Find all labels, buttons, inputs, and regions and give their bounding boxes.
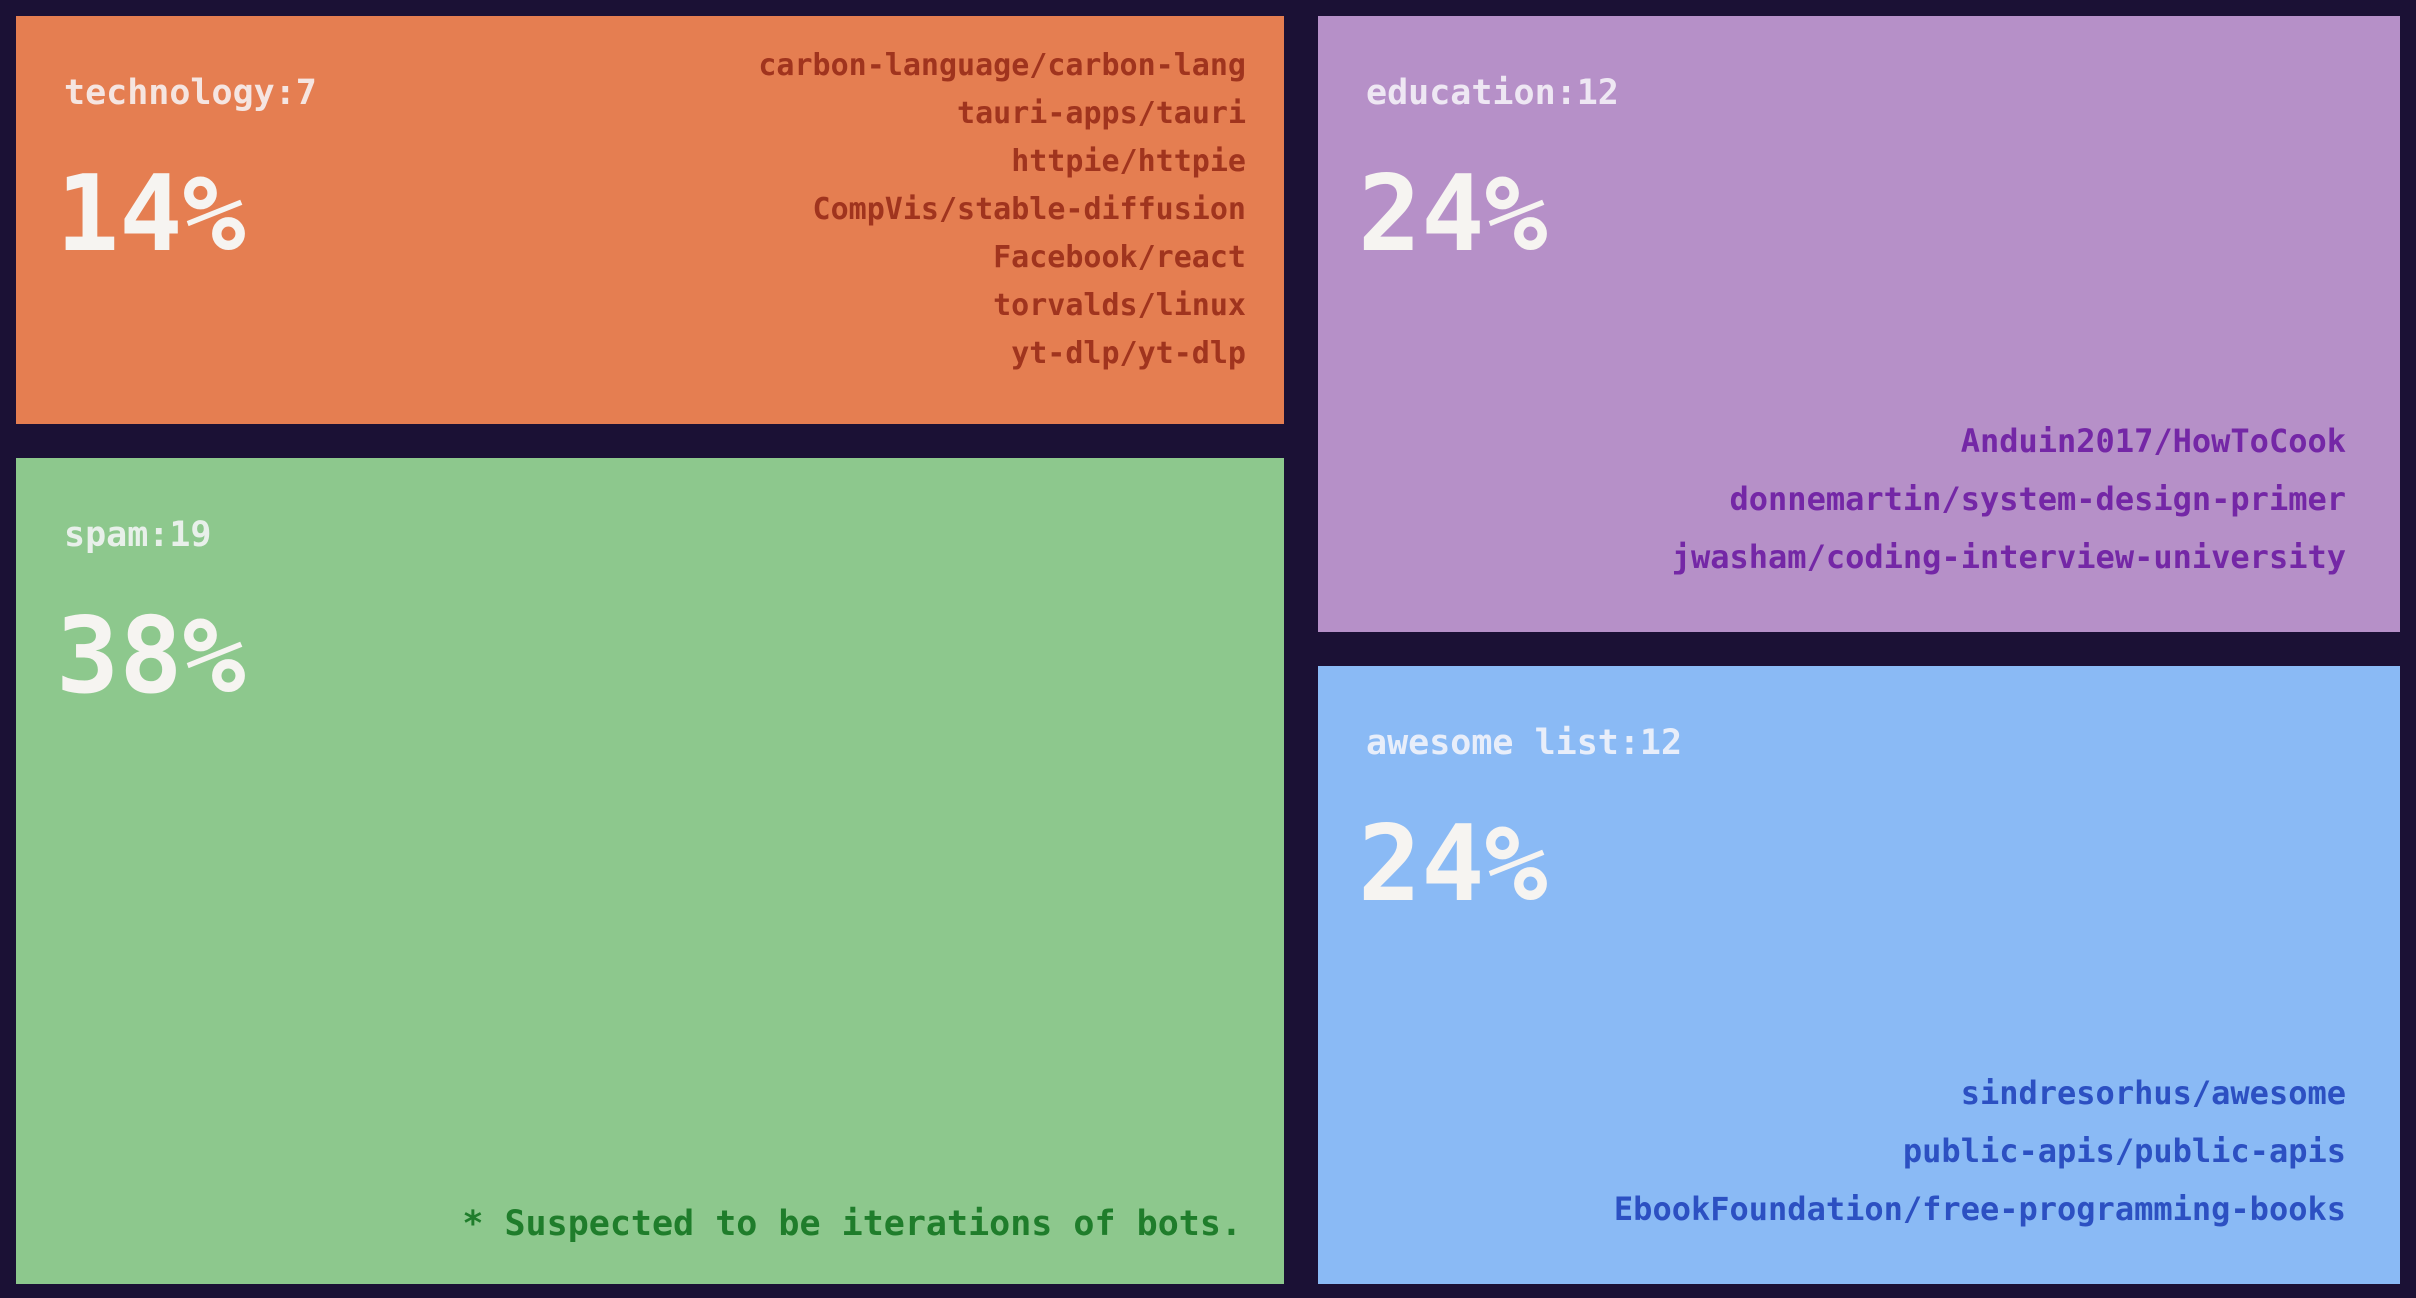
category-percent-awesome-list: 24%	[1358, 803, 1548, 925]
repo-list-awesome-list: sindresorhus/awesome public-apis/public-a…	[1614, 1064, 2346, 1238]
repo-name: EbookFoundation/free-programming-books	[1613, 1190, 2346, 1228]
treemap-tile-spam[interactable]: spam:19 38% * Suspected to be iterations…	[16, 458, 1284, 1284]
repo-name: Facebook/react	[993, 240, 1246, 275]
treemap-tile-education[interactable]: education:12 24% Anduin2017/HowToCook don…	[1318, 16, 2400, 632]
repo-list-technology: carbon-language/carbon-lang tauri-apps/ta…	[758, 42, 1246, 378]
spam-footnote: * Suspected to be iterations of bots.	[462, 1204, 1242, 1244]
repo-name: public-apis/public-apis	[1902, 1132, 2346, 1170]
treemap-tile-technology[interactable]: technology:7 14% carbon-language/carbon-…	[16, 16, 1284, 424]
repo-name: Anduin2017/HowToCook	[1960, 422, 2346, 460]
repo-name: jwasham/coding-interview-university	[1671, 538, 2346, 576]
repo-name: yt-dlp/yt-dlp	[1011, 336, 1246, 371]
repo-name: httpie/httpie	[1011, 144, 1246, 179]
category-label-spam: spam:19	[64, 515, 212, 555]
category-label-awesome-list: awesome list:12	[1366, 723, 1683, 763]
repo-name: CompVis/stable-diffusion	[812, 192, 1246, 227]
category-label-education: education:12	[1366, 73, 1619, 113]
category-label-technology: technology:7	[64, 73, 317, 113]
repo-name: sindresorhus/awesome	[1960, 1074, 2346, 1112]
category-percent-technology: 14%	[56, 153, 246, 275]
repo-list-education: Anduin2017/HowToCook donnemartin/system-d…	[1672, 412, 2346, 586]
category-percent-education: 24%	[1358, 153, 1548, 275]
repo-name: torvalds/linux	[993, 288, 1246, 323]
repo-name: donnemartin/system-design-primer	[1729, 480, 2347, 518]
repo-name: tauri-apps/tauri	[957, 96, 1246, 131]
treemap-tile-awesome-list[interactable]: awesome list:12 24% sindresorhus/awesome…	[1318, 666, 2400, 1284]
repo-name: carbon-language/carbon-lang	[758, 48, 1246, 83]
category-percent-spam: 38%	[56, 595, 246, 717]
